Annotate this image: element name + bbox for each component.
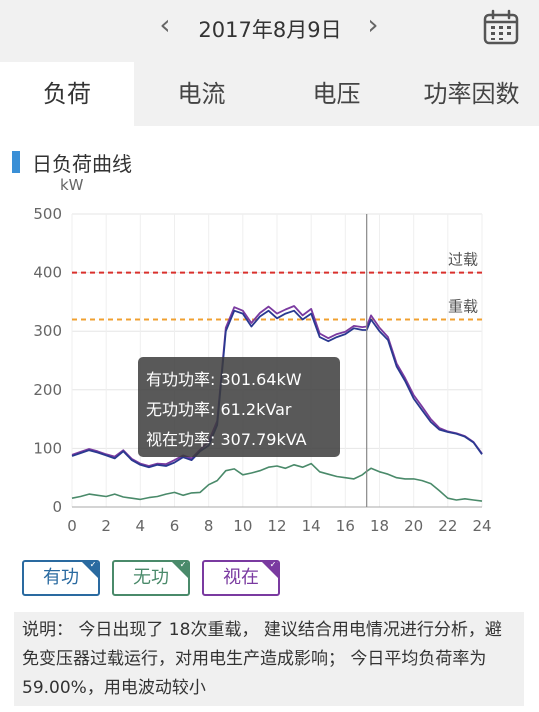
legend-reactive-label: 无功 xyxy=(133,567,169,588)
x-tick-label: 2 xyxy=(101,517,111,535)
y-tick-label: 400 xyxy=(33,264,62,282)
legend-active-label: 有功 xyxy=(43,567,79,588)
next-day-button[interactable]: › xyxy=(367,8,379,41)
section-accent-bar xyxy=(12,151,20,173)
calendar-icon[interactable] xyxy=(482,8,520,46)
tooltip-box xyxy=(138,357,340,457)
x-tick-label: 4 xyxy=(136,517,146,535)
tab-bar: 负荷 电流 电压 功率因数 xyxy=(0,62,539,126)
tooltip-line: 有功功率: 301.64kW xyxy=(146,370,302,389)
x-tick-label: 12 xyxy=(267,517,286,535)
x-tick-label: 20 xyxy=(404,517,423,535)
x-tick-label: 8 xyxy=(204,517,214,535)
tab-current[interactable]: 电流 xyxy=(177,80,226,108)
date-header: ‹ 2017年8月9日 › xyxy=(0,0,539,62)
y-tick-label: 100 xyxy=(33,439,62,457)
x-tick-label: 10 xyxy=(233,517,252,535)
tooltip-line: 无功功率: 61.2kVar xyxy=(146,400,292,419)
x-tick-label: 6 xyxy=(170,517,180,535)
x-tick-label: 16 xyxy=(336,517,355,535)
x-tick-label: 22 xyxy=(438,517,457,535)
tooltip-line: 视在功率: 307.79kVA xyxy=(146,430,307,449)
x-tick-label: 14 xyxy=(302,517,321,535)
tab-power-factor[interactable]: 功率因数 xyxy=(423,80,520,108)
check-icon: ✓ xyxy=(269,560,277,570)
reference-line-label: 重载 xyxy=(448,297,478,315)
legend-toggle-active[interactable]: 有功 ✓ xyxy=(22,560,100,596)
legend-reactive-corner xyxy=(172,562,188,578)
y-tick-label: 0 xyxy=(52,498,62,516)
y-axis-unit: kW xyxy=(60,176,84,194)
legend-apparent-label: 视在 xyxy=(223,567,259,588)
y-tick-label: 300 xyxy=(33,322,62,340)
series-line xyxy=(71,462,483,502)
section-title: 日负荷曲线 xyxy=(12,150,132,176)
analysis-note: 说明： 今日出现了 18次重载， 建议结合用电情况进行分析，避免变压器过载运行，… xyxy=(14,612,524,706)
tab-voltage[interactable]: 电压 xyxy=(312,80,361,108)
check-icon: ✓ xyxy=(179,560,187,570)
check-icon: ✓ xyxy=(89,560,97,570)
series-line xyxy=(71,309,483,469)
legend-toggle-reactive[interactable]: 无功 ✓ xyxy=(112,560,190,596)
current-date: 2017年8月9日 xyxy=(198,18,342,42)
legend-toggle-apparent[interactable]: 视在 ✓ xyxy=(202,560,280,596)
x-tick-label: 0 xyxy=(67,517,77,535)
tab-load[interactable]: 负荷 xyxy=(0,62,134,126)
x-tick-label: 24 xyxy=(472,517,491,535)
legend-active-corner xyxy=(82,562,98,578)
reference-line-label: 过载 xyxy=(448,251,478,269)
y-tick-label: 200 xyxy=(33,381,62,399)
x-tick-label: 18 xyxy=(370,517,389,535)
legend-apparent-corner xyxy=(262,562,278,578)
section-title-text: 日负荷曲线 xyxy=(32,151,132,176)
y-tick-label: 500 xyxy=(33,205,62,223)
series-line xyxy=(71,305,483,467)
prev-day-button[interactable]: ‹ xyxy=(159,8,171,41)
